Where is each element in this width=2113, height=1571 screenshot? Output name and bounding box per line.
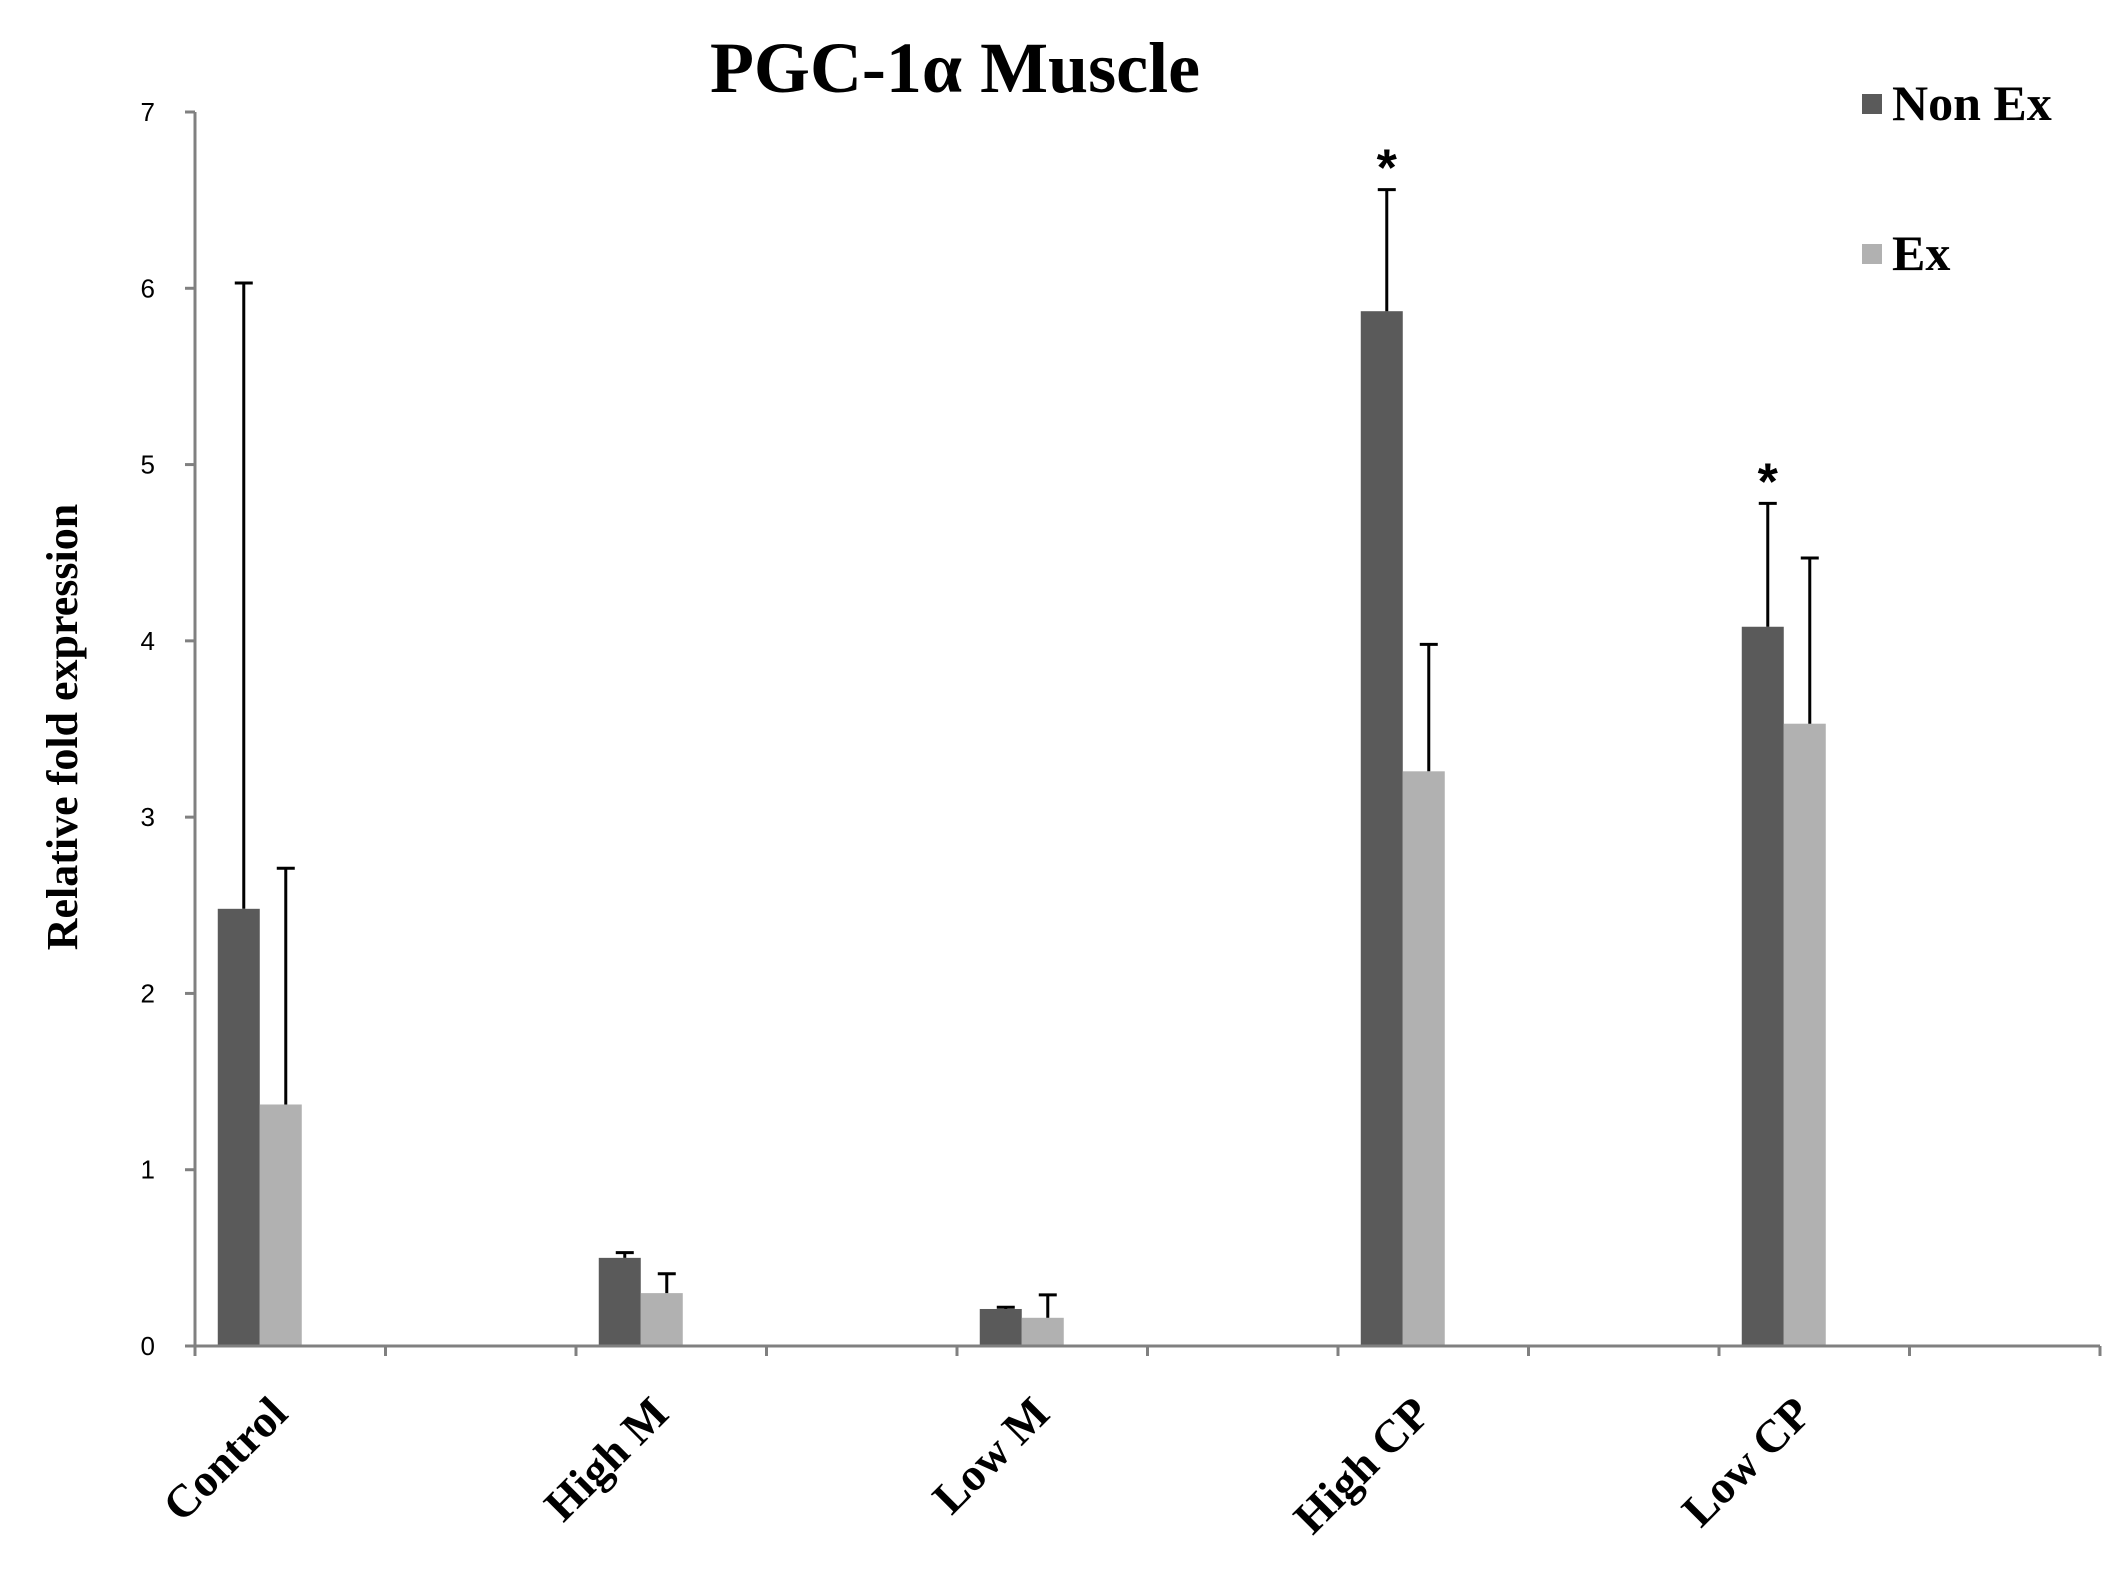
x-category-label: Control [153, 1387, 297, 1531]
y-axis-ticks: 0 1 2 3 4 5 6 7 [141, 97, 195, 1361]
y-tick-label: 1 [141, 1155, 155, 1185]
legend: Non Ex Ex [1862, 75, 2052, 281]
bars-layer [217, 311, 1826, 1346]
x-category-label: High M [534, 1387, 678, 1531]
x-axis-ticks [193, 1346, 2102, 1356]
x-category-label: High CP [1284, 1387, 1440, 1543]
significance-layer: ** [1377, 140, 1779, 512]
bar-1-2 [1021, 1317, 1064, 1346]
y-axis-label: Relative fold expression [38, 504, 87, 951]
errorbars-layer [234, 188, 1819, 1318]
bar-0-2 [979, 1308, 1022, 1346]
y-tick-label: 7 [141, 97, 155, 127]
legend-label-0: Non Ex [1892, 75, 2052, 131]
significance-marker-0-3: * [1377, 140, 1398, 198]
y-tick-label: 4 [141, 626, 155, 656]
x-category-label: Low CP [1672, 1387, 1821, 1536]
bar-0-4 [1741, 626, 1784, 1346]
bar-1-0 [259, 1104, 302, 1346]
legend-swatch-0 [1862, 94, 1882, 114]
x-category-label: Low M [922, 1387, 1058, 1523]
significance-marker-0-4: * [1758, 453, 1779, 511]
y-tick-label: 3 [141, 802, 155, 832]
bar-0-0 [217, 908, 260, 1346]
legend-label-1: Ex [1892, 225, 1950, 281]
x-axis-category-labels: Control High M Low M High CP Low CP [153, 1387, 1821, 1543]
bar-1-1 [640, 1293, 683, 1346]
y-tick-label: 2 [141, 978, 155, 1008]
chart-title: PGC-1α Muscle [710, 28, 1200, 108]
bar-0-1 [598, 1257, 641, 1346]
y-tick-label: 0 [141, 1331, 155, 1361]
bar-1-4 [1783, 723, 1826, 1346]
bar-1-3 [1402, 771, 1445, 1346]
y-tick-label: 5 [141, 450, 155, 480]
y-tick-label: 6 [141, 273, 155, 303]
legend-swatch-1 [1862, 244, 1882, 264]
bar-0-3 [1360, 311, 1403, 1346]
